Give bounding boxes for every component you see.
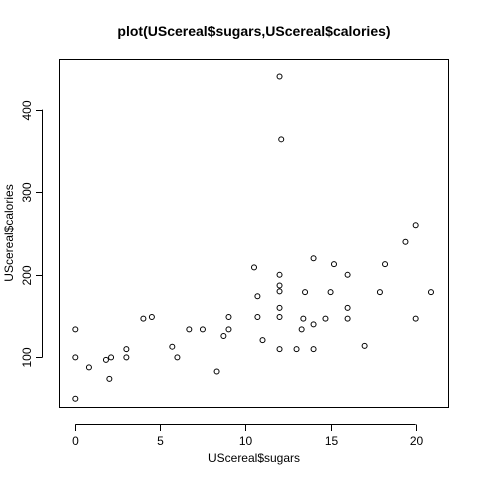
data-point — [276, 304, 283, 311]
y-axis-label: UScereal$calories — [2, 184, 16, 281]
data-point — [310, 346, 317, 353]
data-point — [302, 289, 309, 296]
data-point — [344, 304, 351, 311]
data-point — [298, 326, 305, 333]
data-point — [276, 288, 283, 295]
data-point — [322, 315, 329, 322]
data-point — [123, 354, 130, 361]
y-axis: 100 200 300 400 — [20, 100, 43, 368]
data-point — [427, 289, 434, 296]
data-point — [220, 332, 227, 339]
data-point — [276, 73, 283, 80]
data-point — [140, 315, 147, 322]
data-point — [276, 282, 283, 289]
data-point — [310, 255, 317, 262]
data-point — [344, 315, 351, 322]
data-point — [72, 354, 79, 361]
x-tick-label: 5 — [157, 434, 164, 448]
data-point — [330, 261, 337, 268]
data-point — [251, 264, 257, 271]
data-point — [225, 313, 232, 320]
data-point — [300, 315, 307, 322]
data-point — [254, 293, 261, 300]
y-tick-label: 100 — [20, 347, 34, 367]
data-point — [108, 354, 115, 361]
plot-frame — [59, 59, 449, 408]
data-point — [72, 326, 79, 333]
y-tick-label: 300 — [20, 182, 34, 202]
x-tick-label: 15 — [325, 434, 339, 448]
data-point — [382, 261, 389, 268]
data-point — [225, 326, 232, 333]
data-point — [278, 136, 285, 143]
data-points — [72, 73, 434, 402]
x-tick-label: 10 — [239, 434, 253, 448]
data-point — [174, 354, 181, 361]
data-point — [376, 289, 383, 296]
data-point — [276, 346, 283, 353]
data-point — [402, 238, 409, 245]
data-point — [361, 342, 368, 349]
data-point — [293, 346, 300, 353]
x-axis-label: UScereal$sugars — [208, 451, 300, 465]
data-point — [310, 321, 317, 328]
data-point — [123, 346, 130, 353]
x-tick-label: 0 — [72, 434, 79, 448]
y-tick-label: 200 — [20, 265, 34, 285]
data-point — [259, 337, 266, 344]
data-point — [106, 375, 113, 382]
data-point — [102, 356, 109, 363]
chart-title: plot(UScereal$sugars,UScereal$calories) — [117, 23, 390, 39]
data-point — [327, 289, 334, 296]
data-point — [186, 326, 193, 333]
data-point — [254, 313, 261, 320]
data-point — [148, 313, 155, 320]
data-point — [344, 271, 351, 278]
data-point — [199, 326, 206, 333]
data-point — [72, 395, 79, 402]
data-point — [276, 313, 283, 320]
x-axis: 0 5 10 15 20 — [72, 424, 424, 448]
data-point — [412, 222, 419, 229]
data-point — [169, 343, 176, 350]
data-point — [213, 368, 220, 375]
data-point — [85, 364, 92, 371]
y-tick-label: 400 — [20, 100, 34, 120]
x-tick-label: 20 — [410, 434, 424, 448]
data-point — [412, 315, 419, 322]
data-point — [276, 271, 283, 278]
